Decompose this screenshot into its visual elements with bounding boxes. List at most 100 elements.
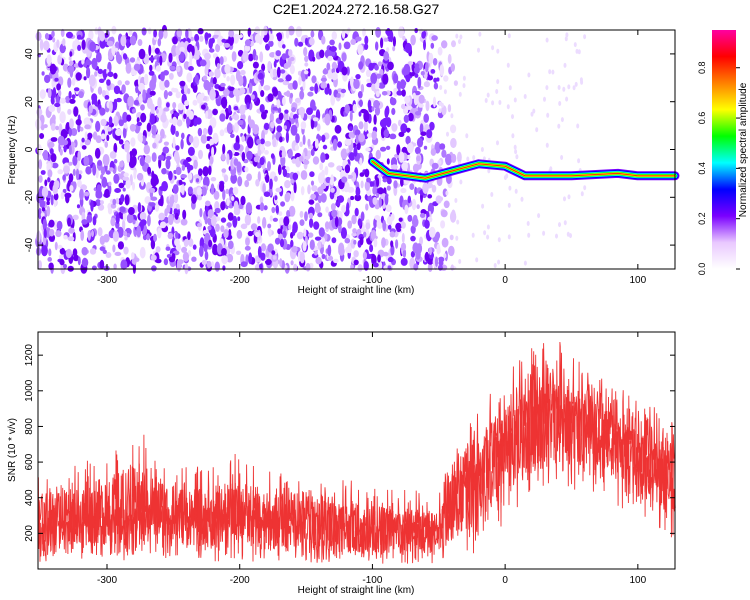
spectrogram-cell (135, 257, 140, 262)
spectrogram-cell (129, 123, 136, 132)
spectrogram-cell (176, 28, 183, 38)
spectrogram-cell (244, 45, 251, 52)
spectrogram-cell (363, 120, 368, 132)
spectrogram-cell (272, 87, 279, 97)
spectrogram-cell (283, 91, 290, 96)
spectrogram-cell (60, 97, 66, 104)
spectrogram-cell (118, 182, 125, 189)
spectrogram-cell (486, 234, 490, 240)
spectrogram-cell (360, 211, 365, 222)
spectrogram-cell (151, 265, 157, 272)
spectrogram-cell (102, 249, 107, 254)
spectrogram-cell (103, 70, 107, 81)
spectrogram-cell (374, 215, 381, 221)
spectrogram-cell (99, 107, 106, 116)
spectrogram-cell (157, 227, 162, 239)
spectrogram-cell (370, 229, 377, 241)
spectrogram-cell (551, 69, 555, 75)
spectrogram-cell (58, 254, 64, 259)
spectrogram-cell (319, 49, 325, 59)
spectrogram-cell (184, 100, 190, 107)
spectrogram-cell (118, 119, 125, 127)
spectrogram-cell (208, 239, 213, 248)
spectrogram-cell (233, 88, 240, 97)
spectrogram-cell (350, 264, 354, 270)
spectrogram-cell (401, 161, 408, 171)
spectrogram-cell (415, 248, 421, 260)
spectrogram-cell (410, 251, 415, 258)
spectrogram-cell (118, 139, 124, 145)
spectrogram-cell (87, 132, 93, 139)
spectrogram-cell (41, 245, 48, 257)
spectrogram-cell (165, 158, 171, 170)
spectrogram-cell (288, 224, 292, 231)
spectrogram-cell (378, 82, 386, 89)
spectrogram-cell (263, 122, 270, 131)
spectrogram-cell (51, 30, 55, 38)
spectrogram-cell (215, 43, 221, 53)
spectrogram-cell (48, 219, 55, 228)
spectrogram-cell (49, 148, 54, 155)
spectrogram-cell (497, 259, 501, 265)
spectrogram-cell (187, 88, 191, 95)
spectrogram-cell (142, 234, 148, 241)
spectrogram-cell (526, 221, 530, 226)
spectrogram-cell (257, 149, 262, 157)
spectrogram-cell (282, 44, 286, 49)
spectrogram-cell (320, 81, 328, 89)
spectrogram-cell (248, 82, 253, 94)
spectrogram-cell (439, 85, 443, 90)
spectrogram-cell (221, 168, 227, 173)
spectrogram-cell (196, 187, 203, 196)
spectrogram-cell (281, 53, 287, 60)
spectrogram-cell (449, 211, 457, 223)
spectrogram-cell (171, 252, 176, 261)
spectrogram-cell (312, 117, 319, 122)
spectrogram-cell (477, 47, 480, 53)
spectrogram-cell (410, 235, 416, 242)
spectrogram-cell (576, 123, 580, 129)
spectrogram-cell (271, 206, 276, 214)
spectrogram-cell (299, 251, 305, 264)
spectrogram-cell (113, 173, 120, 184)
spectrogram-cell (450, 264, 454, 271)
spectrogram-cell (219, 113, 226, 122)
spectrogram-cell (279, 136, 283, 143)
spectrogram-cell (448, 245, 455, 257)
spectrogram-cell (523, 260, 527, 266)
spectrogram-cell (89, 248, 97, 255)
spectrogram-cell (259, 157, 265, 166)
spectrogram-cell (124, 194, 130, 206)
spectrogram-cell (237, 61, 244, 70)
spectrogram-cell (348, 126, 353, 132)
spectrogram-cell (298, 75, 302, 86)
spectrogram-cell (278, 211, 283, 217)
spectrogram-cell (77, 123, 81, 133)
spectrogram-cell (458, 39, 461, 45)
spectrogram-cell (320, 152, 326, 163)
spectrogram-cell (268, 40, 274, 47)
spectrogram-cell (97, 227, 103, 237)
spectrogram-cell (308, 37, 315, 46)
spectrogram-cell (331, 209, 338, 218)
spectrogram-cell (136, 172, 144, 181)
spectrogram-cell (365, 222, 371, 230)
spectrogram-cell (333, 258, 339, 264)
spectrogram-cell (370, 72, 378, 85)
spectrogram-cell (51, 114, 56, 122)
spectrogram-cell (318, 172, 325, 184)
spectrogram-cell (283, 125, 287, 130)
spectrogram-cell (465, 133, 469, 139)
spectrogram-cell (385, 204, 392, 213)
spectrogram-cell (314, 236, 322, 241)
spectrogram-cell (354, 129, 361, 136)
spectrogram-cell (351, 232, 357, 237)
snr-panel: -300 -200 -100 0 100 200 400 600 800 1000 1200 He… (7, 331, 676, 596)
spectrogram-cell (146, 233, 150, 241)
spectrogram-cell (471, 232, 475, 238)
spectrogram-cell (371, 83, 376, 92)
spectrogram-cell (269, 112, 274, 124)
spectrogram-cell (407, 61, 414, 66)
spectrogram-cell (194, 74, 199, 84)
spectrogram-cell (351, 214, 357, 225)
